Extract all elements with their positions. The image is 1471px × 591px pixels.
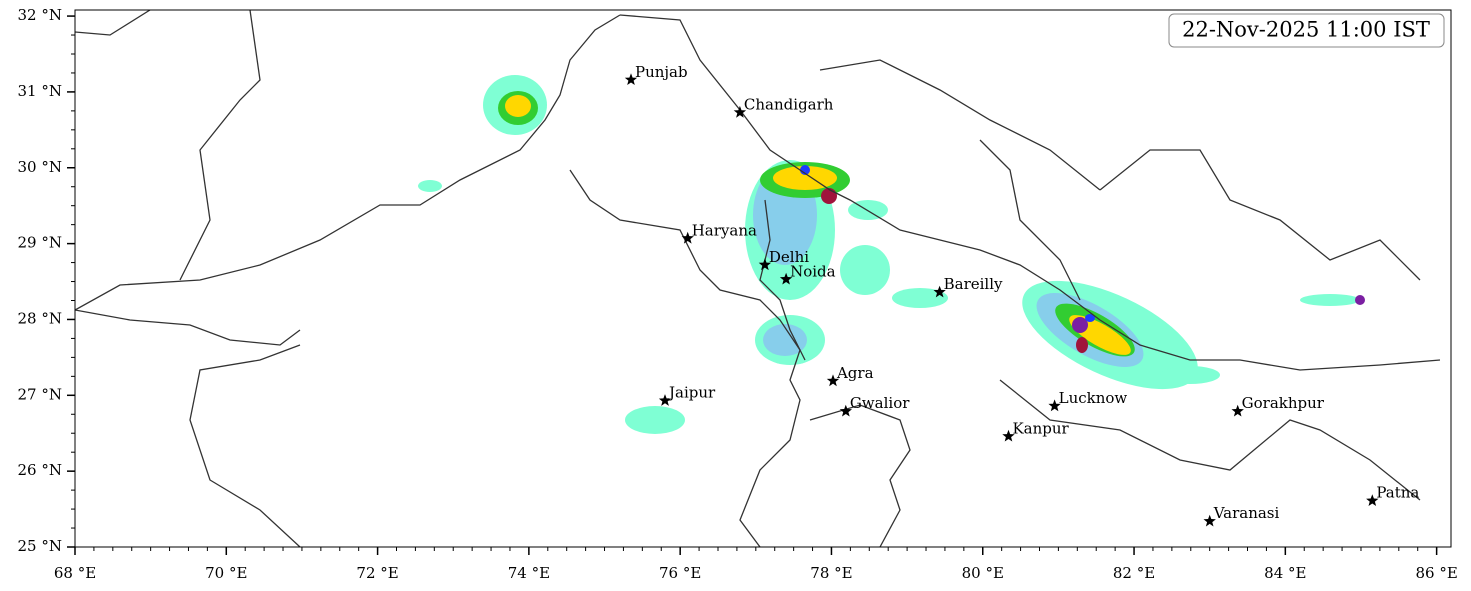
city-marker <box>624 73 638 85</box>
x-tick-label: 76 °E <box>659 564 701 582</box>
city-label: Jaipur <box>667 384 716 402</box>
x-tick-label: 78 °E <box>810 564 852 582</box>
city-label: Chandigarh <box>744 95 834 113</box>
city-label: Lucknow <box>1059 389 1128 407</box>
city-label: Gwalior <box>850 394 910 412</box>
city-label: Haryana <box>692 221 757 239</box>
city-marker <box>779 272 793 285</box>
boundaries <box>75 10 1441 547</box>
x-tick-label: 80 °E <box>962 564 1004 582</box>
city-marker <box>826 374 840 387</box>
city-marker <box>933 285 946 298</box>
y-tick-label: 29 °N <box>18 234 62 252</box>
y-tick-label: 30 °N <box>18 158 62 176</box>
timestamp-box <box>1168 13 1445 48</box>
x-tick-label: 74 °E <box>508 564 550 582</box>
x-tick-label: 70 °E <box>205 564 247 582</box>
y-tick-label: 28 °N <box>18 309 62 327</box>
x-tick-label: 84 °E <box>1264 564 1306 582</box>
rain-cells <box>418 75 1365 434</box>
y-tick-label: 26 °N <box>18 461 62 479</box>
city-marker <box>681 231 694 244</box>
frame <box>74 9 1452 548</box>
y-tick-label: 25 °N <box>18 537 62 555</box>
city-label: Bareilly <box>944 275 1003 293</box>
city-label: Punjab <box>635 63 688 81</box>
city-marker <box>658 394 672 406</box>
city-marker <box>1203 514 1216 527</box>
city-marker <box>1002 429 1015 442</box>
rain-layer <box>75 10 1441 547</box>
city-marker <box>1231 404 1244 417</box>
city-label: Delhi <box>769 248 809 266</box>
city-label: Varanasi <box>1213 504 1280 522</box>
city-label: Agra <box>836 364 874 382</box>
city-marker <box>1048 399 1061 412</box>
x-tick-label: 82 °E <box>1113 564 1155 582</box>
city-label: Kanpur <box>1012 419 1069 437</box>
city-marker <box>839 404 852 417</box>
city-marker <box>1366 494 1379 506</box>
city-label: Patna <box>1376 484 1419 502</box>
city-label: Gorakhpur <box>1242 394 1325 412</box>
x-tick-label: 86 °E <box>1415 564 1457 582</box>
y-tick-label: 31 °N <box>18 82 62 100</box>
city-marker <box>733 105 747 118</box>
city-marker <box>758 258 772 271</box>
y-tick-label: 32 °N <box>18 6 62 24</box>
city-label: Noida <box>790 262 836 280</box>
timestamp: 22-Nov-2025 11:00 IST <box>1182 18 1430 42</box>
x-tick-label: 72 °E <box>356 564 398 582</box>
x-tick-label: 68 °E <box>54 564 96 582</box>
y-tick-label: 27 °N <box>18 385 62 403</box>
